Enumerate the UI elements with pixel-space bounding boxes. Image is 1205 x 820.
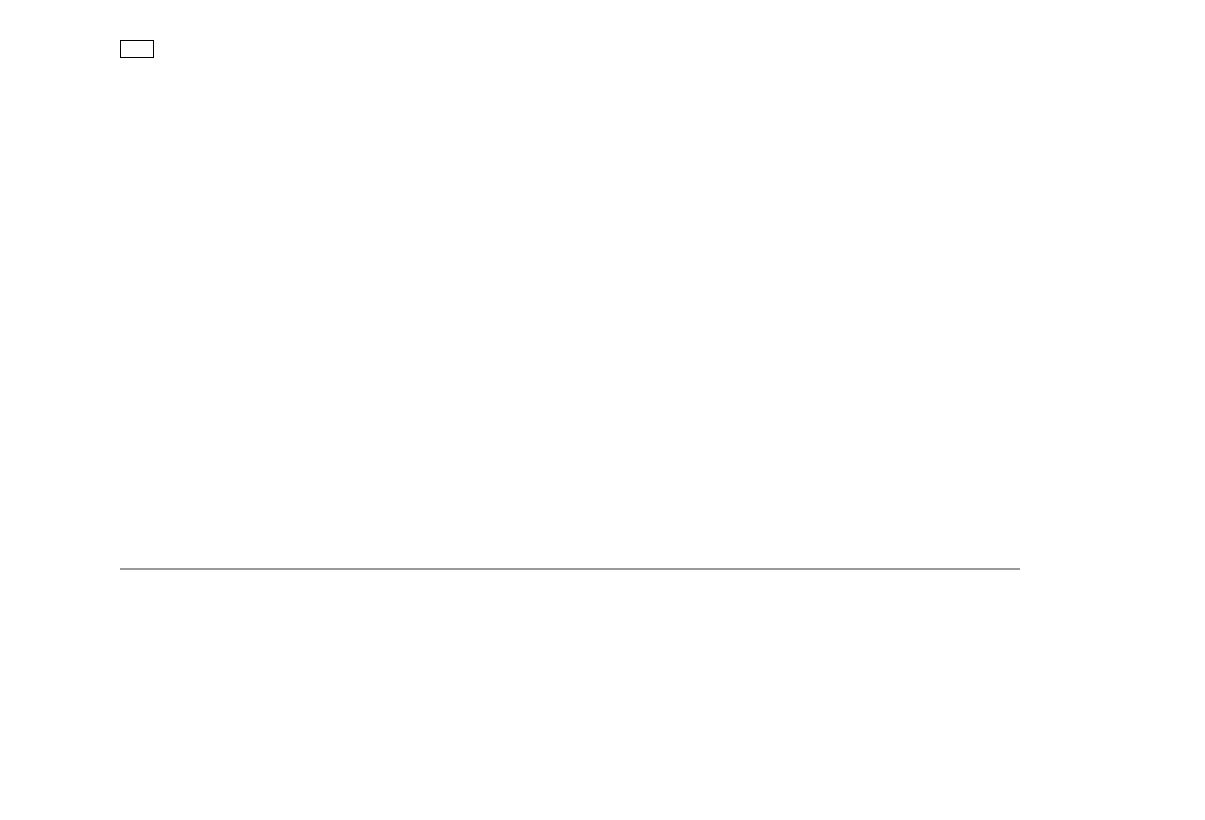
data-svg: [120, 40, 1020, 570]
chart-container: [20, 40, 1185, 800]
plot-wrapper: [120, 40, 1185, 570]
actual-production-label: [120, 40, 154, 58]
plot-area: [120, 40, 1020, 570]
